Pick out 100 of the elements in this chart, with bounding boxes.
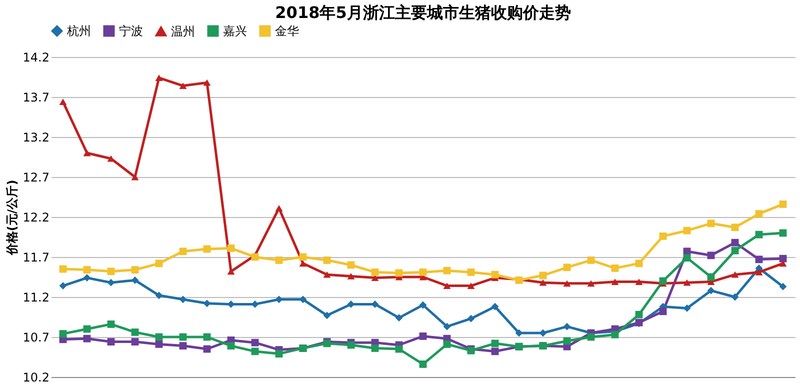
point — [731, 246, 739, 254]
point — [155, 260, 163, 268]
point — [323, 256, 331, 264]
point — [779, 200, 787, 208]
point — [779, 282, 787, 290]
point — [683, 226, 691, 234]
y-tick-label: 10.7 — [22, 330, 50, 344]
point — [59, 282, 67, 290]
point — [659, 232, 667, 240]
point — [443, 282, 451, 290]
point — [107, 268, 115, 276]
point — [731, 224, 739, 232]
point — [491, 348, 499, 356]
point — [779, 254, 787, 262]
point — [419, 301, 427, 309]
legend-label: 温州 — [171, 24, 195, 38]
point — [467, 268, 475, 276]
point — [419, 268, 427, 276]
point — [587, 280, 595, 287]
point — [563, 264, 571, 272]
y-tick-label: 14.2 — [22, 50, 50, 64]
point — [179, 248, 187, 256]
point — [59, 330, 67, 338]
point — [731, 271, 739, 278]
point — [707, 220, 715, 228]
point — [275, 296, 283, 304]
point — [131, 276, 139, 284]
point — [59, 98, 67, 106]
point — [539, 272, 547, 280]
point — [755, 256, 763, 264]
point — [131, 338, 139, 346]
point — [635, 310, 643, 318]
legend-label: 杭州 — [66, 24, 91, 38]
point — [107, 320, 115, 328]
point — [347, 272, 355, 280]
point — [755, 210, 763, 218]
point — [155, 340, 163, 348]
point — [731, 238, 739, 246]
point — [395, 314, 403, 322]
point — [179, 82, 187, 90]
point — [371, 274, 379, 282]
point — [563, 322, 571, 330]
point — [563, 280, 571, 287]
point — [467, 314, 475, 322]
point — [635, 260, 643, 268]
point — [707, 286, 715, 294]
y-tick-label: 13.7 — [22, 90, 50, 104]
point — [179, 296, 187, 304]
point — [419, 332, 427, 340]
point — [299, 296, 307, 304]
point — [323, 271, 331, 278]
chart-title: 2018年5月浙江主要城市生猪收购价走势 — [275, 3, 571, 22]
point — [731, 293, 739, 301]
point — [539, 279, 547, 286]
point — [611, 278, 619, 286]
legend-label: 宁波 — [119, 24, 143, 38]
point — [251, 348, 259, 356]
point — [275, 350, 283, 358]
point — [83, 274, 91, 282]
point — [611, 330, 619, 338]
point — [83, 150, 91, 156]
point — [155, 74, 163, 82]
point — [131, 328, 139, 336]
point — [491, 270, 499, 278]
point — [611, 264, 619, 272]
point — [587, 256, 595, 264]
point — [659, 308, 667, 316]
point — [755, 230, 763, 238]
point — [371, 344, 379, 352]
legend-label: 嘉兴 — [223, 24, 247, 38]
legend-label: 金华 — [275, 24, 299, 38]
point — [275, 204, 283, 212]
point — [491, 340, 499, 348]
point — [683, 254, 691, 262]
point — [299, 260, 307, 267]
y-tick-label: 11.2 — [22, 290, 50, 304]
point — [179, 342, 187, 350]
y-tick-label: 11.7 — [22, 250, 50, 264]
y-tick-label: 12.2 — [22, 210, 50, 224]
point — [227, 342, 235, 350]
point — [635, 278, 643, 286]
point — [251, 338, 259, 346]
point — [155, 292, 163, 300]
point — [275, 256, 283, 264]
point — [443, 340, 451, 348]
point — [203, 79, 211, 86]
point — [443, 266, 451, 274]
point — [83, 266, 91, 274]
point — [107, 338, 115, 346]
point — [443, 322, 451, 330]
point — [419, 360, 427, 368]
point — [683, 279, 691, 286]
point — [467, 282, 475, 290]
point — [107, 278, 115, 286]
y-axis-title: 价格(元/公斤) — [4, 180, 19, 256]
point — [371, 268, 379, 276]
point — [83, 334, 91, 342]
point — [707, 252, 715, 260]
point — [491, 302, 499, 310]
point — [779, 260, 787, 267]
